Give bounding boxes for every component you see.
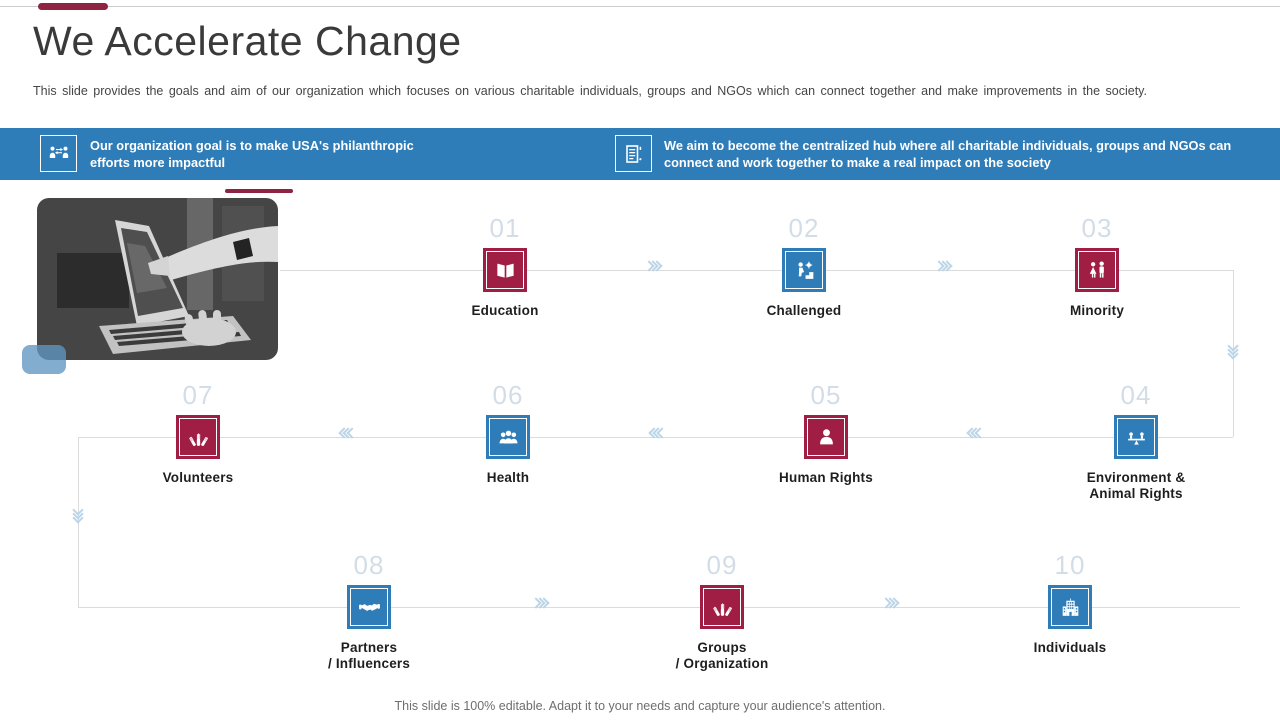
- top-divider-line: [0, 6, 1280, 7]
- maroon-underline: [225, 189, 293, 193]
- step-label: Health: [486, 470, 530, 485]
- step-label: Groups / Organization: [675, 640, 769, 671]
- step-environment-animal-rights: 04 Environment & Animal Rights: [1046, 381, 1226, 502]
- step-education: 01 Education: [415, 214, 595, 319]
- step-groups-organization: 09: [632, 551, 812, 672]
- slide-subtitle: This slide provides the goals and aim of…: [33, 84, 1147, 98]
- connector-line-left: [78, 437, 79, 607]
- banner-left-text: Our organization goal is to make USA's p…: [90, 138, 414, 171]
- person-icon: [804, 415, 848, 459]
- step-individuals: 10 Individuals: [980, 551, 1160, 656]
- step-number: 03: [1081, 213, 1113, 243]
- raised-hands-icon: [176, 415, 220, 459]
- footer-note: This slide is 100% editable. Adapt it to…: [394, 699, 886, 713]
- step-number: 07: [182, 380, 214, 410]
- step-number: 04: [1120, 380, 1152, 410]
- flow-arrow-down-icon: [1227, 340, 1239, 360]
- flow-arrow-left-icon: [966, 427, 986, 439]
- flow-arrow-left-icon: [648, 427, 668, 439]
- goals-banner: Our organization goal is to make USA's p…: [0, 128, 1280, 180]
- step-challenged: 02 Challenged: [714, 214, 894, 319]
- flow-arrow-down-icon: [72, 504, 84, 524]
- man-woman-icon: [1075, 248, 1119, 292]
- flow-arrow-right-icon: [933, 260, 953, 272]
- laptop-photo: [37, 198, 278, 360]
- connector-line-row1: [280, 270, 1233, 271]
- step-human-rights: 05 Human Rights: [736, 381, 916, 486]
- banner-right-text: We aim to become the centralized hub whe…: [664, 138, 1232, 171]
- step-number: 09: [706, 550, 738, 580]
- step-number: 05: [810, 380, 842, 410]
- blue-tag-shape: [22, 345, 66, 374]
- flow-arrow-left-icon: [338, 427, 358, 439]
- step-label: Partners / Influencers: [327, 640, 411, 671]
- people-exchange-icon: [40, 135, 77, 172]
- raised-hands-icon: [700, 585, 744, 629]
- flow-arrow-right-icon: [643, 260, 663, 272]
- connector-line-row2: [78, 437, 1233, 438]
- step-number: 06: [492, 380, 524, 410]
- document-note-icon: [615, 135, 652, 172]
- flow-arrow-right-icon: [880, 597, 900, 609]
- step-label: Human Rights: [779, 470, 873, 485]
- step-label: Education: [471, 303, 539, 318]
- balance-scale-icon: [1114, 415, 1158, 459]
- step-number: 02: [788, 213, 820, 243]
- step-label: Individuals: [1033, 640, 1107, 655]
- people-group-icon: [486, 415, 530, 459]
- step-label: Volunteers: [162, 470, 234, 485]
- step-volunteers: 07: [108, 381, 288, 486]
- flow-arrow-right-icon: [530, 597, 550, 609]
- step-minority: 03 Minority: [1007, 214, 1187, 319]
- building-icon: [1048, 585, 1092, 629]
- person-climbing-steps-icon: [782, 248, 826, 292]
- step-label: Minority: [1069, 303, 1125, 318]
- connector-line-row3: [78, 607, 1240, 608]
- step-partners-influencers: 08 Partners / Influencers: [279, 551, 459, 672]
- open-book-icon: [483, 248, 527, 292]
- step-number: 01: [489, 213, 521, 243]
- step-number: 10: [1054, 550, 1086, 580]
- step-label: Challenged: [766, 303, 842, 318]
- connector-line-right: [1233, 270, 1234, 437]
- maroon-accent-bar: [38, 3, 108, 10]
- handshake-icon: [347, 585, 391, 629]
- step-number: 08: [353, 550, 385, 580]
- page-title: We Accelerate Change: [33, 18, 462, 64]
- step-health: 06 Health: [418, 381, 598, 486]
- step-label: Environment & Animal Rights: [1086, 470, 1186, 501]
